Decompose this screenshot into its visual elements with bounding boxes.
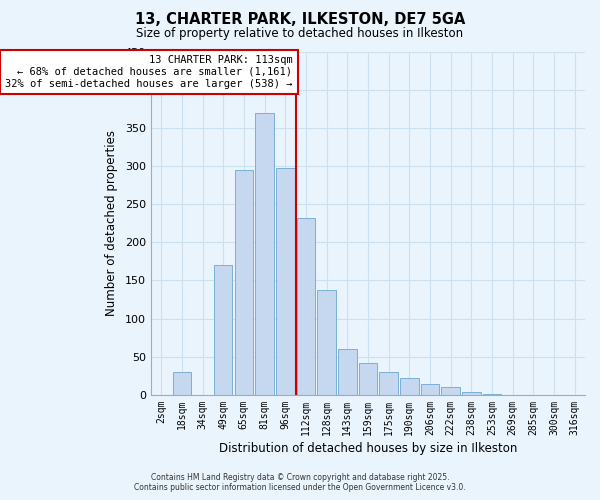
Bar	[276, 168, 295, 395]
Bar	[421, 384, 439, 395]
Text: Contains HM Land Registry data © Crown copyright and database right 2025.
Contai: Contains HM Land Registry data © Crown c…	[134, 473, 466, 492]
Bar	[214, 265, 232, 395]
Bar	[338, 349, 356, 395]
Bar	[296, 218, 315, 395]
Bar	[379, 372, 398, 395]
Bar	[255, 112, 274, 395]
Bar	[359, 363, 377, 395]
Bar	[317, 290, 336, 395]
Text: 13, CHARTER PARK, ILKESTON, DE7 5GA: 13, CHARTER PARK, ILKESTON, DE7 5GA	[135, 12, 465, 28]
Text: 13 CHARTER PARK: 113sqm
← 68% of detached houses are smaller (1,161)
32% of semi: 13 CHARTER PARK: 113sqm ← 68% of detache…	[5, 56, 292, 88]
Y-axis label: Number of detached properties: Number of detached properties	[105, 130, 118, 316]
Bar	[173, 372, 191, 395]
Bar	[442, 388, 460, 395]
Bar	[400, 378, 419, 395]
Bar	[482, 394, 501, 395]
Bar	[235, 170, 253, 395]
X-axis label: Distribution of detached houses by size in Ilkeston: Distribution of detached houses by size …	[219, 442, 517, 455]
Bar	[462, 392, 481, 395]
Text: Size of property relative to detached houses in Ilkeston: Size of property relative to detached ho…	[136, 28, 464, 40]
